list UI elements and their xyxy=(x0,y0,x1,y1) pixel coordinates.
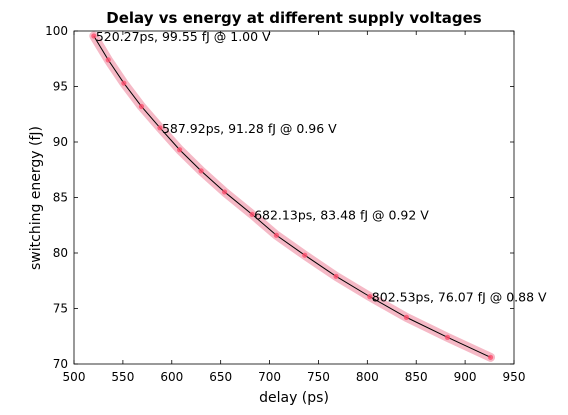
axis-ticks: 500 550 600 650 700 750 800 850 900 950 70 75 80 85 90… xyxy=(45,24,525,384)
y-axis-label: switching energy (fJ) xyxy=(28,126,44,270)
y-tick-label: 85 xyxy=(53,191,68,205)
point-annotation: 520.27ps, 99.55 fJ @ 1.00 V xyxy=(96,29,271,44)
data-point xyxy=(444,334,451,340)
x-tick-label: 800 xyxy=(356,370,379,384)
point-annotation: 682.13ps, 83.48 fJ @ 0.92 V xyxy=(254,207,429,222)
y-tick-label: 100 xyxy=(45,24,68,38)
data-point xyxy=(302,252,308,258)
data-point xyxy=(249,211,255,217)
data-point xyxy=(333,273,339,279)
data-point xyxy=(273,232,279,238)
data-point xyxy=(198,168,204,174)
x-axis-label: delay (ps) xyxy=(259,390,329,406)
data-point xyxy=(121,80,127,86)
point-annotation: 587.92ps, 91.28 fJ @ 0.96 V xyxy=(162,121,337,136)
x-tick-label: 550 xyxy=(111,370,134,384)
data-point xyxy=(367,294,373,300)
annotations-group: 520.27ps, 99.55 fJ @ 1.00 V 587.92ps, 91.… xyxy=(96,29,547,305)
x-tick-label: 500 xyxy=(63,370,86,384)
x-tick-label: 650 xyxy=(209,370,232,384)
data-point xyxy=(177,147,183,153)
y-tick-label: 90 xyxy=(53,135,68,149)
y-tick-label: 70 xyxy=(53,357,68,371)
series-group xyxy=(91,33,494,360)
series-line xyxy=(93,35,491,358)
chart-title: Delay vs energy at different supply volt… xyxy=(106,9,482,27)
x-tick-label: 750 xyxy=(307,370,330,384)
x-tick-label: 900 xyxy=(454,370,477,384)
point-annotation: 802.53ps, 76.07 fJ @ 0.88 V xyxy=(372,290,547,305)
x-tick-label: 950 xyxy=(503,370,526,384)
y-tick-label: 80 xyxy=(53,246,68,260)
x-tick-label: 600 xyxy=(160,370,183,384)
y-tick-label: 95 xyxy=(53,80,68,94)
data-point xyxy=(91,33,97,39)
data-point xyxy=(221,189,228,195)
data-point xyxy=(403,314,410,320)
data-point xyxy=(105,57,111,63)
x-tick-label: 850 xyxy=(405,370,428,384)
data-point xyxy=(157,125,163,131)
x-tick-label: 700 xyxy=(258,370,281,384)
y-tick-label: 75 xyxy=(53,302,68,316)
data-point xyxy=(138,103,145,110)
data-point xyxy=(487,354,494,360)
